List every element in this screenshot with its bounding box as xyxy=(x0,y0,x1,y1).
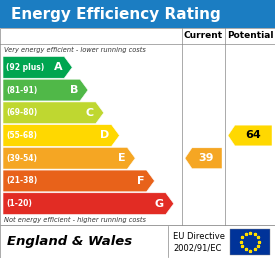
Text: G: G xyxy=(155,199,164,209)
Text: Potential: Potential xyxy=(227,31,273,41)
Text: B: B xyxy=(70,85,78,95)
Text: 2002/91/EC: 2002/91/EC xyxy=(173,244,221,253)
Text: (21-38): (21-38) xyxy=(6,176,37,186)
Polygon shape xyxy=(3,57,72,78)
Text: F: F xyxy=(137,176,144,186)
Text: Very energy efficient - lower running costs: Very energy efficient - lower running co… xyxy=(4,47,146,53)
Bar xyxy=(0,0,275,28)
Bar xyxy=(230,229,270,254)
Text: (92 plus): (92 plus) xyxy=(6,63,44,72)
Text: Current: Current xyxy=(184,31,223,41)
Polygon shape xyxy=(228,125,272,146)
Text: (55-68): (55-68) xyxy=(6,131,37,140)
Text: 39: 39 xyxy=(199,153,214,163)
Text: 64: 64 xyxy=(245,131,261,141)
Polygon shape xyxy=(3,170,155,192)
Text: EU Directive: EU Directive xyxy=(173,232,225,241)
Polygon shape xyxy=(3,193,174,214)
Text: C: C xyxy=(86,108,94,118)
Bar xyxy=(0,28,275,225)
Text: A: A xyxy=(54,62,62,72)
Text: Not energy efficient - higher running costs: Not energy efficient - higher running co… xyxy=(4,217,146,223)
Polygon shape xyxy=(3,125,120,146)
Text: Energy Efficiency Rating: Energy Efficiency Rating xyxy=(11,6,220,21)
Bar xyxy=(0,225,275,258)
Text: (1-20): (1-20) xyxy=(6,199,32,208)
Text: (81-91): (81-91) xyxy=(6,86,37,95)
Text: (39-54): (39-54) xyxy=(6,154,37,163)
Polygon shape xyxy=(185,148,222,168)
Text: England & Wales: England & Wales xyxy=(7,235,132,248)
Polygon shape xyxy=(3,147,135,169)
Text: D: D xyxy=(100,131,109,141)
Text: E: E xyxy=(118,153,125,163)
Text: (69-80): (69-80) xyxy=(6,108,37,117)
Polygon shape xyxy=(3,102,104,124)
Polygon shape xyxy=(3,79,88,101)
